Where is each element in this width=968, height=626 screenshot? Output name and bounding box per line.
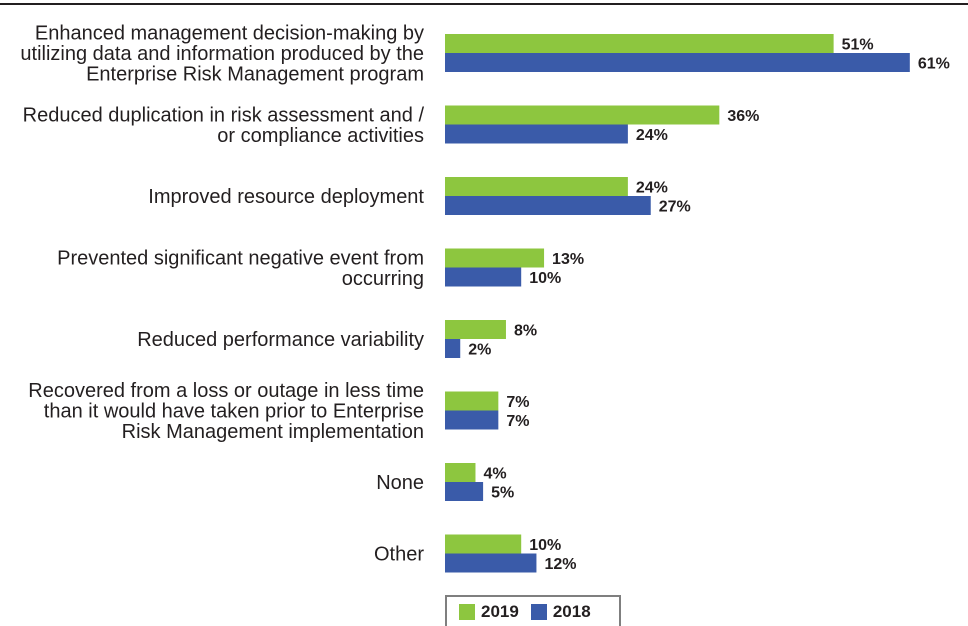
category-label-prevented-significant-negative-event-fro-line-1: Prevented significant negative event fro… [57, 247, 424, 269]
value-label-2018-3: 27% [659, 199, 691, 216]
bar-2018-5 [445, 339, 461, 358]
value-labels: 51% 61% 36% 24% 24% 27% 13% 10% 8% 2% 7% 7% 4% 5% 10% 1… [468, 37, 950, 574]
legend: 2019 2018 [445, 595, 621, 626]
category-label-reduced-duplication-in-risk-assessment-a: Reduced duplication in risk assessment a… [23, 104, 425, 147]
category-label-reduced-performance-variability-line-1: Reduced performance variability [137, 329, 424, 351]
category-label-enhanced-management-decision-making-by-line-3: Enterprise Risk Management program [86, 64, 424, 86]
value-label-2018-1: 61% [918, 56, 950, 73]
value-label-2019-4: 13% [552, 251, 584, 268]
bar-2018-2 [445, 124, 628, 144]
category-label-none-line-1: None [376, 472, 424, 494]
value-label-2018-4: 10% [529, 270, 561, 287]
value-label-2018-6: 7% [506, 413, 529, 430]
legend-label-2019: 2019 [481, 601, 519, 621]
value-label-2018-5: 2% [468, 342, 491, 359]
legend-swatch-2018 [530, 603, 547, 620]
bar-2018-6 [445, 410, 499, 430]
category-label-prevented-significant-negative-event-fro-line-2: occurring [342, 268, 424, 290]
bar-2018-4 [445, 267, 522, 287]
value-label-2019-3: 24% [636, 180, 668, 197]
category-label-recovered-from-a-loss-or-outage-in-less--line-1: Recovered from a loss or outage in less … [28, 380, 424, 402]
bar-2018-7 [445, 482, 484, 501]
category-labels: Enhanced management decision-making by ut… [20, 23, 424, 566]
bars [445, 34, 910, 573]
legend-swatch-2019 [459, 603, 475, 620]
category-label-other-line-1: Other [374, 544, 424, 566]
category-label-recovered-from-a-loss-or-outage-in-less--line-3: Risk Management implementation [122, 421, 424, 443]
legend-item-2019: 2019 [459, 602, 519, 622]
value-label-2019-2: 36% [727, 108, 759, 125]
value-label-2019-1: 51% [842, 37, 874, 54]
category-label-enhanced-management-decision-making-by-line-1: Enhanced management decision-making by [35, 23, 424, 45]
bar-2019-2 [445, 105, 720, 125]
value-label-2019-7: 4% [483, 466, 506, 483]
bar-2019-1 [445, 34, 834, 53]
category-label-none: None [376, 472, 424, 494]
category-label-reduced-performance-variability: Reduced performance variability [137, 329, 424, 351]
value-label-2018-2: 24% [636, 127, 668, 144]
bar-2018-1 [445, 53, 910, 72]
bar-2019-6 [445, 391, 499, 411]
legend-label-2018: 2018 [552, 601, 591, 621]
category-label-enhanced-management-decision-making-by: Enhanced management decision-making by ut… [20, 23, 424, 86]
category-label-improved-resource-deployment-line-1: Improved resource deployment [148, 186, 424, 208]
category-label-reduced-duplication-in-risk-assessment-a-line-2: or compliance activities [217, 125, 424, 147]
bar-2018-8 [445, 553, 537, 573]
value-label-2018-7: 5% [491, 485, 514, 502]
value-label-2019-6: 7% [506, 394, 529, 411]
bar-2019-5 [445, 320, 506, 339]
category-label-enhanced-management-decision-making-by-line-2: utilizing data and information produced … [20, 43, 424, 65]
value-label-2018-8: 12% [544, 556, 576, 573]
category-label-improved-resource-deployment: Improved resource deployment [148, 186, 424, 208]
category-label-recovered-from-a-loss-or-outage-in-less--line-2: than it would have taken prior to Enterp… [44, 401, 424, 423]
bar-2019-4 [445, 248, 545, 268]
value-label-2019-5: 8% [514, 323, 537, 340]
bar-2019-8 [445, 534, 522, 554]
bar-2019-7 [445, 463, 476, 482]
value-label-2019-8: 10% [529, 537, 561, 554]
bar-2018-3 [445, 196, 651, 215]
bar-2019-3 [445, 177, 628, 196]
category-label-recovered-from-a-loss-or-outage-in-less-: Recovered from a loss or outage in less … [28, 380, 424, 443]
legend-item-2018: 2018 [530, 601, 591, 622]
category-label-other: Other [374, 544, 424, 566]
category-label-reduced-duplication-in-risk-assessment-a-line-1: Reduced duplication in risk assessment a… [23, 104, 425, 126]
category-label-prevented-significant-negative-event-fro: Prevented significant negative event fro… [57, 247, 424, 290]
